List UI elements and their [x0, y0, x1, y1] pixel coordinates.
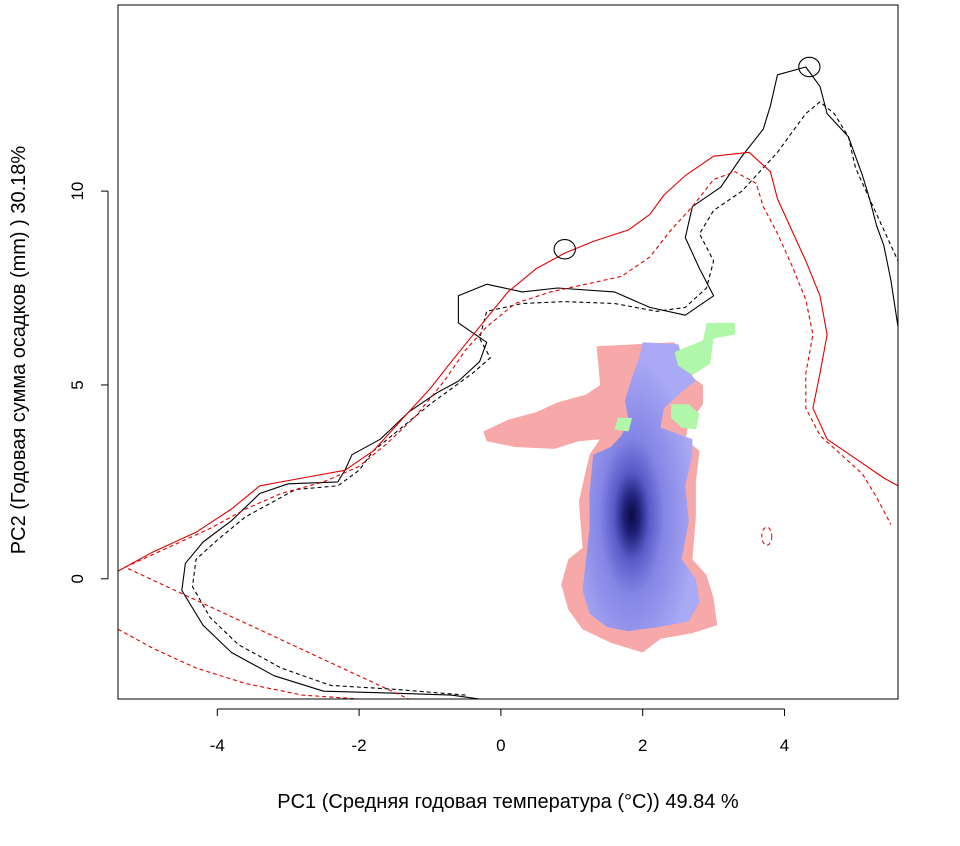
- x-tick-label: 0: [496, 736, 505, 755]
- plot-area: [118, 56, 898, 699]
- x-tick-label: 4: [780, 736, 789, 755]
- green-niche-patch: [671, 404, 700, 430]
- blue-density-region: [582, 342, 700, 632]
- contour-loop: [553, 239, 576, 260]
- green-niche-patch: [614, 417, 633, 432]
- y-axis: 0 5 10: [68, 182, 109, 584]
- y-axis-title: PC2 (Годовая сумма осадков (mm) ) 30.18%: [8, 146, 30, 555]
- environment-contours: [118, 56, 898, 699]
- x-tick-label: 2: [638, 736, 647, 755]
- y-tick-label: 10: [68, 182, 87, 201]
- contour-line-4: [118, 171, 892, 699]
- contour-line-3: [118, 151, 898, 572]
- green-niche-patch: [674, 322, 735, 376]
- x-tick-label: -4: [210, 736, 225, 755]
- contour-loop: [761, 526, 773, 546]
- contour-line-2: [191, 101, 898, 696]
- y-tick-label: 0: [68, 574, 87, 583]
- plot-frame: [117, 4, 899, 700]
- x-tick-label: -2: [352, 736, 367, 755]
- contour-loop: [798, 56, 821, 78]
- contour-line-1: [181, 66, 898, 699]
- y-tick-label: 5: [68, 380, 87, 389]
- x-axis-title: PC1 (Средняя годовая температура (°C)) 4…: [277, 791, 739, 813]
- x-axis: -4 -2 0 2 4: [210, 708, 789, 755]
- niche-density-raster: [483, 322, 735, 653]
